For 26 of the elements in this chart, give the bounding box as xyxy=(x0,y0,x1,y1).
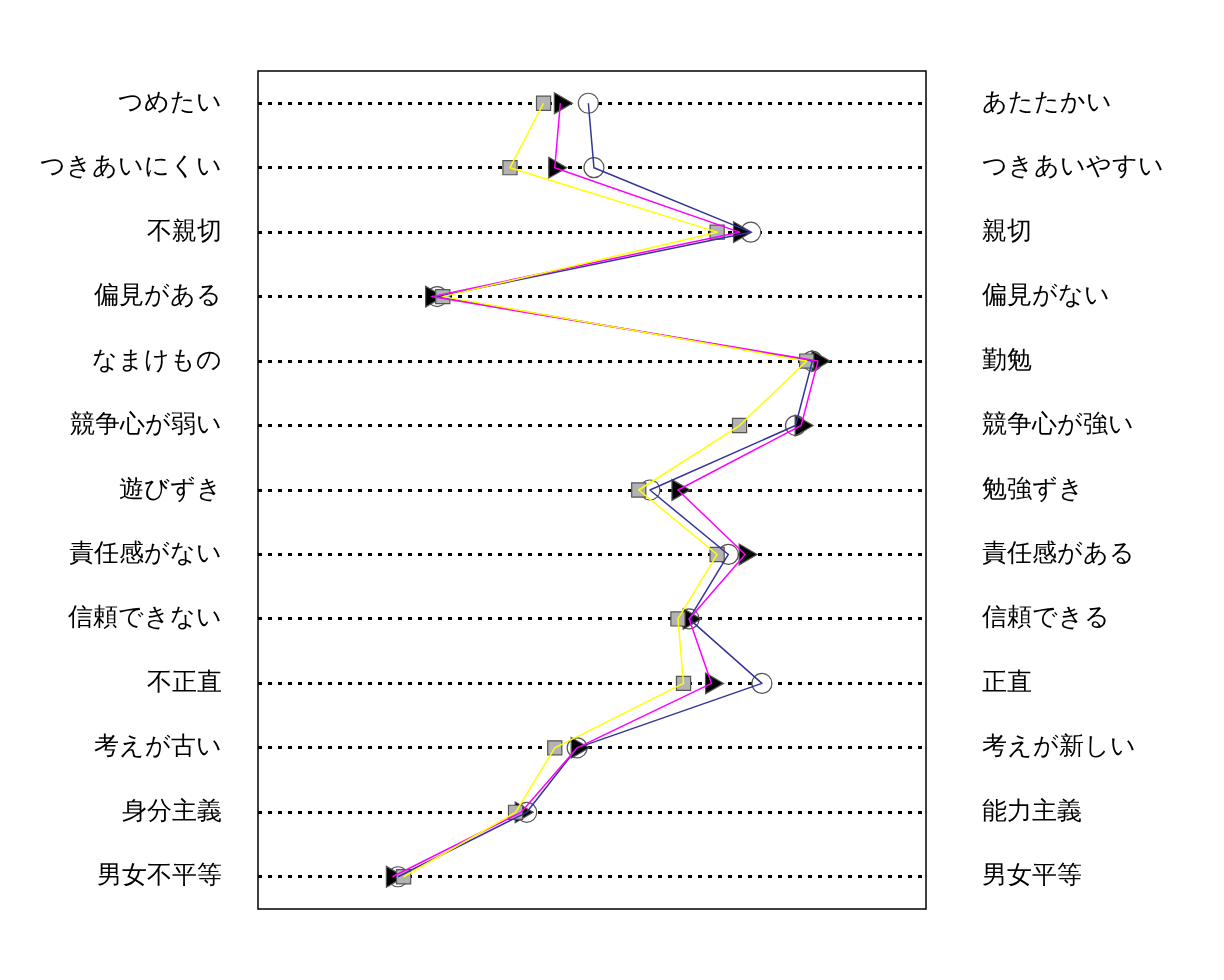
y2-tick-label: 偏見がない xyxy=(982,280,1110,310)
y-tick-label: 責任感がない xyxy=(69,537,222,567)
y-tick-label: 偏見がある xyxy=(94,280,222,310)
y2-tick-label: 男女平等 xyxy=(982,860,1082,890)
y2-tick-label: 能力主義 xyxy=(982,795,1082,825)
y-tick-label: 身分主義 xyxy=(122,795,222,825)
y2-tick-label: あたたかい xyxy=(982,86,1112,116)
y2-tick-label: 考えが新しい xyxy=(982,731,1136,761)
y2-tick-label: 勤勉 xyxy=(982,344,1032,374)
y-tick-label: なまけもの xyxy=(92,344,222,374)
y-tick-label: 考えが古い xyxy=(94,731,222,761)
y2-tick-label: 競争心が強い xyxy=(982,409,1134,439)
y-tick-label: 遊びずき xyxy=(119,473,222,503)
y2-tick-label: 勉強ずき xyxy=(982,473,1084,503)
y-tick-label: つきあいにくい xyxy=(40,151,222,181)
y2-tick-label: つきあいやすい xyxy=(982,151,1164,181)
y-tick-label: 不親切 xyxy=(147,215,222,245)
y2-tick-label: 信頼できる xyxy=(982,602,1110,632)
y-tick-label: 男女不平等 xyxy=(97,860,222,890)
y2-tick-label: 親切 xyxy=(982,215,1032,245)
y2-tick-label: 正直 xyxy=(982,666,1032,696)
y-tick-label: 競争心が弱い xyxy=(70,409,222,439)
y-tick-label: 信頼できない xyxy=(68,602,222,632)
y-tick-label: 不正直 xyxy=(147,666,222,696)
y2-tick-label: 責任感がある xyxy=(982,537,1135,567)
y-tick-label: つめたい xyxy=(118,86,222,116)
